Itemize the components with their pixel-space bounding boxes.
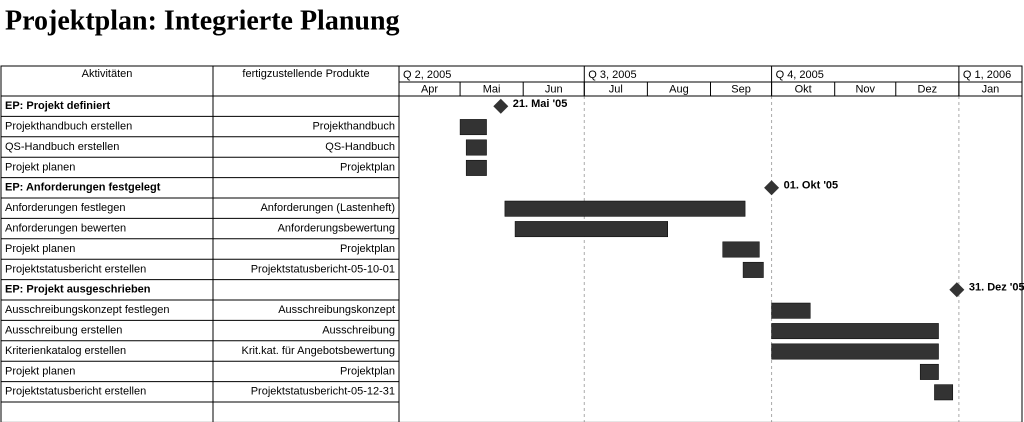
- product-label: Krit.kat. für Angebotsbewertung: [242, 345, 395, 357]
- task-bar: [771, 343, 939, 360]
- task-bar: [459, 119, 487, 136]
- product-label: Projektstatusbericht-05-12-31: [251, 386, 395, 398]
- quarter-label: Q 4, 2005: [776, 69, 824, 81]
- task-bar: [465, 159, 487, 176]
- task-bar: [919, 363, 939, 380]
- product-label: Anforderungsbewertung: [278, 223, 395, 235]
- product-label: Ausschreibungskonzept: [278, 304, 395, 316]
- activity-label: Ausschreibung erstellen: [5, 325, 122, 337]
- product-label: QS-Handbuch: [325, 141, 395, 153]
- activity-label: QS-Handbuch erstellen: [5, 141, 119, 153]
- milestone: [949, 282, 965, 298]
- activity-label: EP: Anforderungen festgelegt: [5, 182, 161, 194]
- activity-label: Projektstatusbericht erstellen: [5, 386, 146, 398]
- month-label: Jul: [609, 83, 623, 95]
- milestone-label: 31. Dez '05: [969, 282, 1024, 294]
- month-label: Dez: [918, 83, 938, 95]
- activity-label: Projektstatusbericht erstellen: [5, 263, 146, 275]
- product-label: Ausschreibung: [322, 325, 395, 337]
- table-frame: [0, 65, 1023, 422]
- activity-label: EP: Projekt definiert: [5, 100, 110, 112]
- product-label: Projektplan: [340, 243, 395, 255]
- activity-label: Anforderungen festlegen: [5, 202, 125, 214]
- task-bar: [504, 200, 746, 217]
- task-bar: [934, 384, 954, 401]
- product-label: Projektstatusbericht-05-10-01: [251, 263, 395, 275]
- product-label: Projektplan: [340, 365, 395, 377]
- product-label: Anforderungen (Lastenheft): [260, 202, 395, 214]
- month-label: Mai: [483, 83, 501, 95]
- product-label: Projektplan: [340, 161, 395, 173]
- activity-label: Anforderungen bewerten: [5, 223, 126, 235]
- task-bar: [722, 241, 760, 258]
- activity-label: Ausschreibungskonzept festlegen: [5, 304, 170, 316]
- activity-label: Projekt planen: [5, 365, 75, 377]
- task-bar: [514, 221, 668, 238]
- quarter-label: Q 1, 2006: [963, 69, 1011, 81]
- month-label: Aug: [669, 83, 689, 95]
- milestone: [764, 180, 780, 196]
- month-label: Apr: [421, 83, 438, 95]
- milestone: [493, 98, 509, 114]
- chart-title: Projektplan: Integrierte Planung: [5, 5, 400, 36]
- milestone-label: 01. Okt '05: [784, 180, 839, 192]
- month-label: Jun: [545, 83, 563, 95]
- column-header: Aktivitäten: [82, 68, 133, 80]
- month-label: Sep: [731, 83, 751, 95]
- task-bar: [465, 139, 487, 156]
- month-label: Jan: [982, 83, 1000, 95]
- task-bar: [742, 261, 764, 278]
- task-bar: [771, 323, 939, 340]
- task-bar: [771, 302, 811, 319]
- activity-label: EP: Projekt ausgeschrieben: [5, 284, 151, 296]
- quarter-label: Q 2, 2005: [403, 69, 451, 81]
- column-header: fertigzustellende Produkte: [242, 68, 369, 80]
- product-label: Projekthandbuch: [312, 121, 395, 133]
- milestone-label: 21. Mai '05: [513, 98, 568, 110]
- month-label: Okt: [795, 83, 812, 95]
- activity-label: Projekt planen: [5, 243, 75, 255]
- activity-label: Kriterienkatalog erstellen: [5, 345, 126, 357]
- month-label: Nov: [855, 83, 875, 95]
- activity-label: Projekthandbuch erstellen: [5, 121, 132, 133]
- quarter-label: Q 3, 2005: [588, 69, 636, 81]
- activity-label: Projekt planen: [5, 161, 75, 173]
